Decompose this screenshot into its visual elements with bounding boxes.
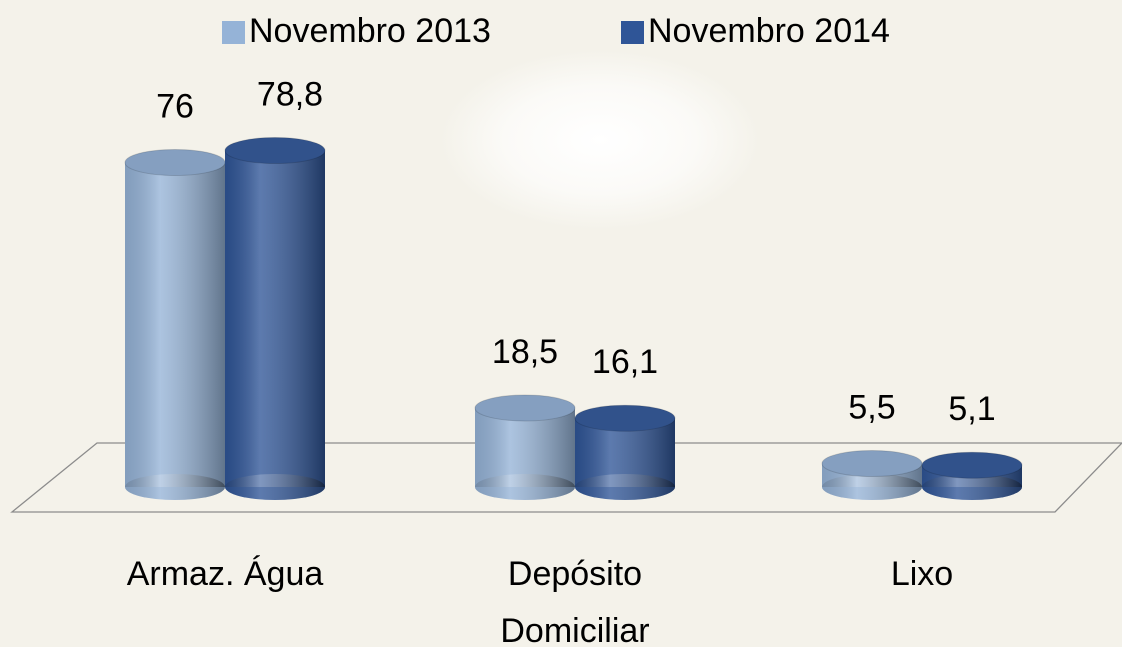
bar <box>821 450 923 500</box>
bar-top <box>224 137 326 165</box>
bar-top-shade <box>822 450 922 477</box>
bar-body-shade <box>125 162 225 488</box>
bar-top-shade <box>125 149 225 176</box>
bar <box>124 148 226 500</box>
value-label: 76 <box>156 87 194 125</box>
bar-top-shade <box>225 137 325 164</box>
legend-swatch <box>222 21 245 44</box>
legend-label: Novembro 2014 <box>648 12 890 50</box>
x-tick-label: Lixo <box>890 555 954 593</box>
bar-top <box>574 404 676 432</box>
legend-swatch <box>621 21 644 44</box>
floor <box>10 442 1122 513</box>
bar-top <box>921 451 1023 479</box>
value-label: 18,5 <box>492 333 558 371</box>
bar <box>574 404 676 500</box>
legend-label: Novembro 2013 <box>249 12 491 50</box>
bar <box>474 394 576 500</box>
x-tick-label: Armaz. Água <box>126 555 324 593</box>
bar-top-shade <box>922 452 1022 479</box>
value-label: 78,8 <box>257 76 323 114</box>
bar-top-shade <box>575 405 675 432</box>
bar-top <box>474 394 576 422</box>
value-label: 5,1 <box>948 390 995 428</box>
bar-top <box>821 450 923 478</box>
bar <box>921 451 1023 500</box>
value-label: 5,5 <box>848 388 895 426</box>
value-label: 16,1 <box>592 343 658 381</box>
x-tick-label: Depósito Domiciliar <box>500 555 650 650</box>
bar-body-shade <box>225 150 325 488</box>
bar-top-shade <box>475 395 575 422</box>
bar <box>224 137 326 500</box>
bar-body-shade <box>475 408 575 487</box>
